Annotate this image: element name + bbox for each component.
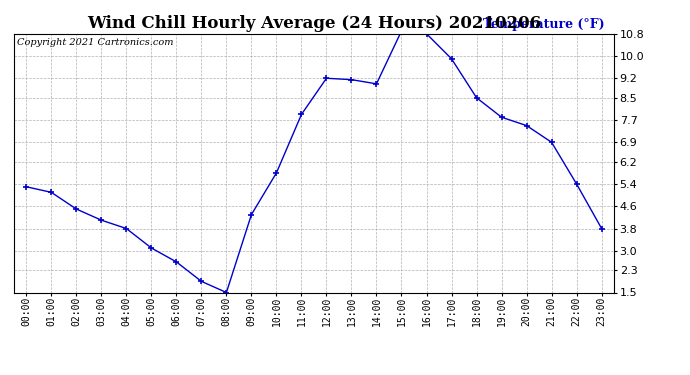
Text: Temperature (°F): Temperature (°F): [484, 18, 605, 31]
Title: Wind Chill Hourly Average (24 Hours) 20210206: Wind Chill Hourly Average (24 Hours) 202…: [87, 15, 541, 32]
Text: Copyright 2021 Cartronics.com: Copyright 2021 Cartronics.com: [17, 38, 173, 46]
